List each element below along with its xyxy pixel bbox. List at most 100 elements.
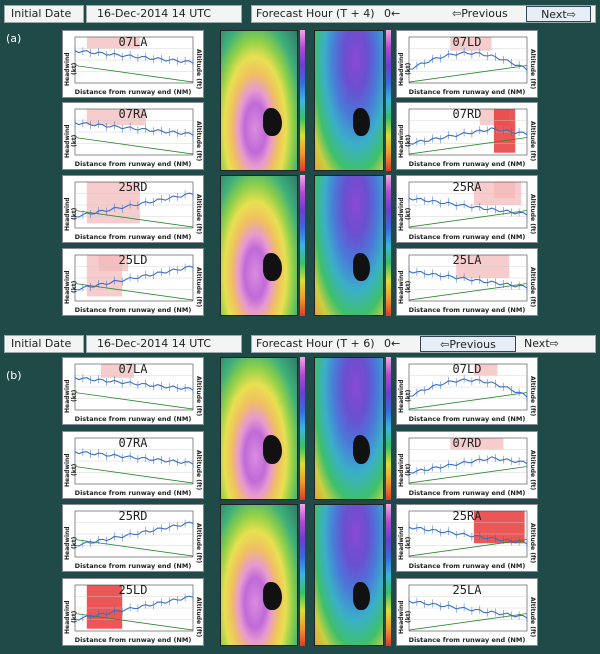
headwind-trace — [74, 595, 194, 621]
y2-axis-label: Altitude (ft) — [529, 522, 536, 564]
headwind-plot-r3: 25RD Distance from runway end (NM) Headwin… — [62, 504, 204, 572]
forecast-hour-label: Forecast Hour (T + 4) — [256, 7, 375, 20]
blocked-area — [352, 435, 370, 464]
runway-label: 25LA — [452, 253, 482, 267]
shading-region — [450, 438, 504, 450]
y-axis-label: Headwind (kt) — [64, 600, 78, 634]
wind-map-top-right — [314, 357, 384, 500]
headwind-trace — [408, 197, 528, 216]
previous-button[interactable]: ⇦Previous — [452, 7, 508, 20]
initial-date-label: Initial Date — [4, 5, 84, 23]
x-axis-label: Distance from runway end (NM) — [74, 160, 192, 168]
altitude-line — [408, 466, 528, 484]
wind-map-top-right — [314, 30, 384, 171]
headwind-plot-r4: 25LD Distance from runway end (NM) Headwin… — [62, 578, 204, 646]
y-axis-label: Headwind (kt) — [64, 124, 78, 158]
runway-label: 07LA — [118, 362, 148, 376]
next-button[interactable]: Next⇨ — [526, 6, 591, 22]
y2-axis-label: Altitude (ft) — [195, 266, 202, 308]
wind-map-bottom-right — [314, 503, 384, 646]
runway-label: 07RA — [118, 107, 148, 121]
color-scale — [386, 503, 391, 646]
runway-label: 07RA — [118, 436, 148, 450]
x-axis-label: Distance from runway end (NM) — [74, 233, 192, 241]
y-axis-label: Headwind (kt) — [398, 52, 412, 86]
headwind-plot-r8: 25LA Distance from runway end (NM) Headwin… — [396, 578, 538, 646]
color-scale — [300, 357, 305, 500]
blocked-area — [262, 581, 283, 611]
y2-axis-label: Altitude (ft) — [529, 449, 536, 491]
altitude-line — [408, 539, 528, 557]
initial-date-field[interactable]: 16-Dec-2014 14 UTC — [86, 335, 242, 353]
headwind-plot-r6: 07RD Distance from runway end (NM) Headwin… — [396, 431, 538, 499]
headwind-plot-r6: 07RD Distance from runway end (NM) Headwin… — [396, 102, 538, 170]
color-scale — [300, 503, 305, 646]
y2-axis-label: Altitude (ft) — [529, 120, 536, 162]
forecast-index: 0← — [384, 7, 401, 20]
altitude-line — [408, 210, 528, 228]
headwind-plot-r4: 25LD Distance from runway end (NM) Headwin… — [62, 248, 204, 316]
y2-axis-label: Altitude (ft) — [195, 375, 202, 417]
altitude-line — [408, 65, 528, 83]
altitude-line — [74, 65, 194, 83]
x-axis-label: Distance from runway end (NM) — [408, 636, 526, 644]
headwind-plot-r3: 25RD Distance from runway end (NM) Headwin… — [62, 175, 204, 243]
runway-label: 25LD — [118, 253, 148, 267]
x-axis-label: Distance from runway end (NM) — [408, 415, 526, 423]
previous-button[interactable]: ⇦Previous — [420, 336, 516, 352]
runway-label: 07RD — [452, 436, 482, 450]
y2-axis-label: Altitude (ft) — [195, 193, 202, 235]
color-scale — [300, 30, 305, 171]
wind-map-top-left — [220, 30, 298, 171]
y-axis-label: Headwind (kt) — [64, 197, 78, 231]
runway-label: 25RD — [118, 509, 148, 523]
y2-axis-label: Altitude (ft) — [195, 522, 202, 564]
headwind-plot-r2: 07RA Distance from runway end (NM) Headwin… — [62, 431, 204, 499]
blocked-area — [352, 581, 370, 611]
shading-region — [86, 585, 123, 629]
altitude-line — [408, 137, 528, 155]
wind-map-bottom-left — [220, 175, 298, 316]
initial-date-field[interactable]: 16-Dec-2014 14 UTC — [86, 5, 242, 23]
blocked-area — [262, 435, 283, 464]
headwind-trace — [408, 600, 528, 619]
shading-region — [473, 364, 498, 376]
x-axis-label: Distance from runway end (NM) — [408, 160, 526, 168]
color-scale — [386, 175, 391, 316]
headwind-trace — [74, 521, 194, 547]
runway-label: 07LD — [452, 362, 482, 376]
wind-map-top-left — [220, 357, 298, 500]
runway-label: 25RA — [452, 180, 482, 194]
headwind-trace — [408, 51, 528, 71]
blocked-area — [262, 252, 283, 281]
panel-label: (b) — [6, 369, 22, 382]
forecast-hour-label: Forecast Hour (T + 6) — [256, 337, 375, 350]
headwind-plot-r7: 25RA Distance from runway end (NM) Headwin… — [396, 175, 538, 243]
x-axis-label: Distance from runway end (NM) — [74, 415, 192, 423]
headwind-trace — [74, 50, 194, 64]
next-button[interactable]: Next⇨ — [524, 337, 559, 350]
panel-label: (a) — [6, 32, 22, 45]
runway-label: 25LD — [118, 583, 148, 597]
headwind-plot-r1: 07LA Distance from runway end (NM) Headwin… — [62, 30, 204, 98]
headwind-trace — [74, 377, 194, 391]
forecast-controls: Forecast Hour (T + 6) 0← ⇦Previous Next⇨ — [251, 335, 596, 353]
x-axis-label: Distance from runway end (NM) — [74, 489, 192, 497]
shading-region — [86, 37, 140, 49]
initial-date-label: Initial Date — [4, 335, 84, 353]
headwind-plot-r5: 07LD Distance from runway end (NM) Headwin… — [396, 357, 538, 425]
y2-axis-label: Altitude (ft) — [195, 48, 202, 90]
runway-label: 07LD — [452, 35, 482, 49]
x-axis-label: Distance from runway end (NM) — [408, 306, 526, 314]
y-axis-label: Headwind (kt) — [398, 124, 412, 158]
x-axis-label: Distance from runway end (NM) — [408, 562, 526, 570]
altitude-line — [408, 392, 528, 410]
y2-axis-label: Altitude (ft) — [195, 120, 202, 162]
x-axis-label: Distance from runway end (NM) — [408, 489, 526, 497]
y-axis-label: Headwind (kt) — [398, 379, 412, 413]
y-axis-label: Headwind (kt) — [64, 379, 78, 413]
color-scale — [386, 30, 391, 171]
shading-region — [450, 37, 492, 51]
shading-region — [100, 364, 134, 378]
wind-map-bottom-left — [220, 503, 298, 646]
